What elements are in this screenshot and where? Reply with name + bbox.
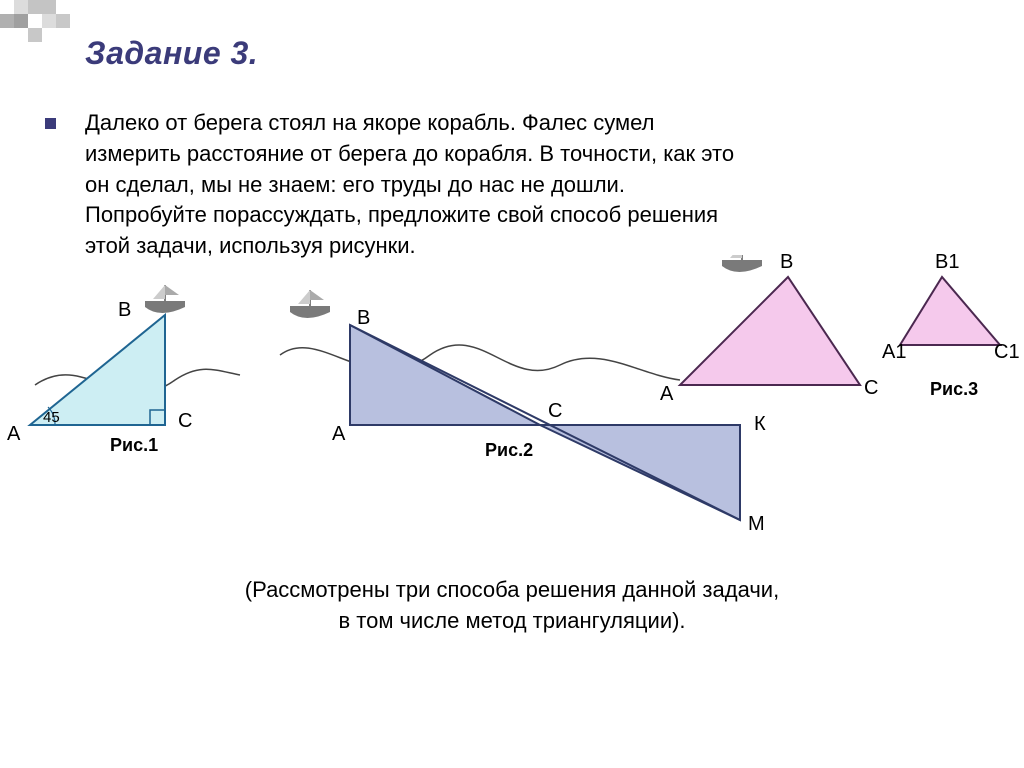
fig1-angle-45: 45 xyxy=(43,409,60,426)
diagram-area: А В С 45 Рис.1 А В С К М Рис.2 А С А1 С1… xyxy=(0,255,1024,555)
fig3-label-C1: С1 xyxy=(994,341,1020,364)
fig2-label-K: К xyxy=(754,413,766,436)
foot-line-2: в том числе метод триангуляции). xyxy=(338,608,685,633)
fig1-label-C: С xyxy=(178,410,192,433)
fig2-label-A: А xyxy=(332,423,345,446)
boat-icon-1 xyxy=(145,285,185,313)
fig1-label-B: В xyxy=(118,299,131,322)
bullet-icon xyxy=(45,118,56,129)
fig2-label-M: М xyxy=(748,513,765,536)
boat-icon-2 xyxy=(290,290,330,318)
slide-title: Задание 3. xyxy=(85,35,258,72)
boat-icon-3 xyxy=(722,255,762,272)
body-line-3: он сделал, мы не знаем: его труды до нас… xyxy=(85,172,625,197)
fig2-label-B: В xyxy=(357,307,370,330)
foot-line-1: (Рассмотрены три способа решения данной … xyxy=(245,577,779,602)
figure-2-triangles xyxy=(350,325,740,520)
body-line-1: Далеко от берега стоял на якоре корабль.… xyxy=(85,110,654,135)
footnote: (Рассмотрены три способа решения данной … xyxy=(0,575,1024,637)
body-line-4: Попробуйте порассуждать, предложите свой… xyxy=(85,202,718,227)
fig3-label-A1: А1 xyxy=(882,341,906,364)
fig1-caption: Рис.1 xyxy=(110,435,158,456)
problem-text: Далеко от берега стоял на якоре корабль.… xyxy=(85,108,955,262)
fig3-label-A: А xyxy=(660,383,673,406)
figure-3-triangles xyxy=(680,277,1000,385)
fig3-caption: Рис.3 xyxy=(930,379,978,400)
fig1-label-A: А xyxy=(7,423,20,446)
fig2-caption: Рис.2 xyxy=(485,440,533,461)
fig2-label-C: С xyxy=(548,400,562,423)
body-line-2: измерить расстояние от берега до корабля… xyxy=(85,141,734,166)
diagrams-svg xyxy=(0,255,1024,555)
fig3-label-C: С xyxy=(864,377,878,400)
corner-decoration xyxy=(0,0,84,42)
